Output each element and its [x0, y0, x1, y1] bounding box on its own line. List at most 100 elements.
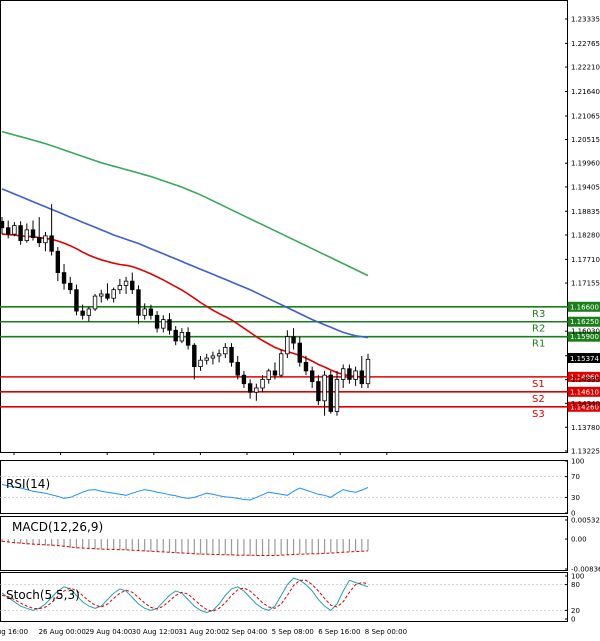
- candle-bear: [136, 289, 141, 316]
- candle-bull: [12, 225, 17, 235]
- price-tick-label: 1.13780: [571, 424, 600, 432]
- level-value-label: 1.16600: [570, 303, 599, 311]
- price-tick-label: 1.21640: [571, 88, 600, 96]
- price-tick-label: 1.14340: [571, 400, 600, 408]
- time-label: 8 Sep 00:00: [365, 628, 407, 636]
- candle-bear: [30, 229, 36, 238]
- candle-bear: [272, 370, 278, 376]
- indicator-tick-label: 30: [571, 494, 580, 502]
- candle-bear: [185, 332, 191, 346]
- ma-line-2: [1, 130, 369, 277]
- candle-bear: [74, 289, 79, 312]
- candle-bull: [179, 332, 185, 342]
- candle-bear: [291, 336, 296, 344]
- candle-bull: [24, 229, 30, 241]
- candle-bear: [173, 329, 178, 342]
- price-tick-label: 1.22765: [571, 40, 600, 48]
- price-tick-label: 1.19960: [571, 160, 600, 168]
- current-price-badge: [568, 353, 600, 363]
- candle-bear: [309, 370, 315, 382]
- candle-bear: [49, 235, 54, 252]
- rsi-line: [1, 483, 369, 501]
- candle-bull: [266, 370, 271, 380]
- level-name-r2: R2: [532, 324, 545, 335]
- time-label: 26 Aug 00:00: [39, 628, 86, 636]
- candle-bear: [247, 383, 253, 393]
- candle-bull: [285, 336, 290, 355]
- candle-bull: [198, 359, 203, 368]
- candle-bear: [61, 272, 67, 284]
- stoch-title: Stoch(5,5,3): [6, 588, 80, 602]
- candle-bear: [37, 237, 42, 244]
- current-price-label: 1.15374: [570, 355, 599, 363]
- candle-bear: [105, 293, 110, 299]
- candle-bull: [43, 235, 48, 244]
- candle-bull: [340, 368, 346, 380]
- indicator-tick-label: 0: [571, 616, 575, 624]
- indicator-tick-label: 0.00: [571, 536, 587, 544]
- candle-bear: [192, 344, 197, 368]
- candle-bull: [111, 289, 116, 299]
- stoch-k-line: [1, 577, 369, 614]
- level-name-s1: S1: [532, 379, 545, 390]
- indicator-tick-label: 80: [571, 581, 580, 589]
- level-name-r1: R1: [532, 339, 545, 350]
- candle-bear: [167, 319, 172, 331]
- price-tick-label: 1.14895: [571, 376, 600, 384]
- price-tick-label: 1.17710: [571, 256, 600, 264]
- candle-bear: [130, 280, 135, 291]
- rsi-title: RSI(14): [6, 477, 50, 491]
- candle-bear: [68, 282, 73, 291]
- rsi-pane-frame: [0, 460, 568, 514]
- candle-bull: [254, 387, 259, 393]
- level-value-badge: [568, 316, 600, 327]
- level-value-badge: [568, 301, 600, 312]
- time-label: Aug 16:00: [0, 628, 28, 636]
- candle-bull: [365, 358, 371, 385]
- stoch-pane-frame: [0, 572, 568, 622]
- candle-bear: [359, 370, 364, 385]
- candle-bull: [334, 379, 340, 412]
- time-label: 31 Aug 20:00: [178, 628, 225, 636]
- indicator-tick-label: 20: [571, 607, 580, 615]
- candle-bull: [223, 346, 228, 355]
- candle-bear: [6, 227, 11, 235]
- level-name-s3: S3: [532, 409, 545, 420]
- price-tick-label: 1.13225: [571, 448, 600, 456]
- candle-bear: [347, 368, 352, 380]
- time-label: 5 Sep 08:00: [272, 628, 314, 636]
- candle-bull: [142, 308, 147, 316]
- candle-bull: [123, 280, 129, 286]
- price-tick-label: 1.22210: [571, 64, 600, 72]
- candle-bear: [241, 374, 247, 385]
- price-tick-label: 1.19405: [571, 183, 600, 191]
- candle-bull: [216, 353, 222, 357]
- indicator-tick-label: 0.005326: [571, 517, 600, 525]
- level-value-badge: [568, 386, 600, 397]
- candle-bear: [229, 346, 234, 363]
- level-value-label: 1.16250: [570, 318, 599, 326]
- candle-bull: [161, 319, 166, 329]
- candle-bull: [99, 293, 104, 297]
- candle-bear: [55, 250, 61, 274]
- level-value-badge: [568, 401, 600, 412]
- candle-bull: [278, 353, 284, 376]
- level-name-r3: R3: [532, 309, 545, 320]
- candle-bull: [86, 308, 92, 316]
- level-value-label: 1.14260: [570, 403, 599, 411]
- candle-bull: [92, 295, 98, 310]
- candle-bull: [260, 379, 265, 389]
- time-label: 2 Sep 04:00: [225, 628, 267, 636]
- candle-bull: [322, 374, 327, 402]
- candle-bear: [18, 225, 23, 241]
- candle-bull: [353, 370, 358, 380]
- level-value-badge: [568, 331, 600, 342]
- candle-bull: [117, 285, 123, 291]
- candle-bear: [154, 314, 160, 329]
- indicator-tick-label: 70: [571, 473, 580, 481]
- macd-title: MACD(12,26,9): [12, 520, 103, 534]
- price-tick-label: 1.23335: [571, 16, 600, 24]
- ma-line-1: [1, 188, 369, 339]
- indicator-tick-label: -0.008364: [571, 566, 600, 574]
